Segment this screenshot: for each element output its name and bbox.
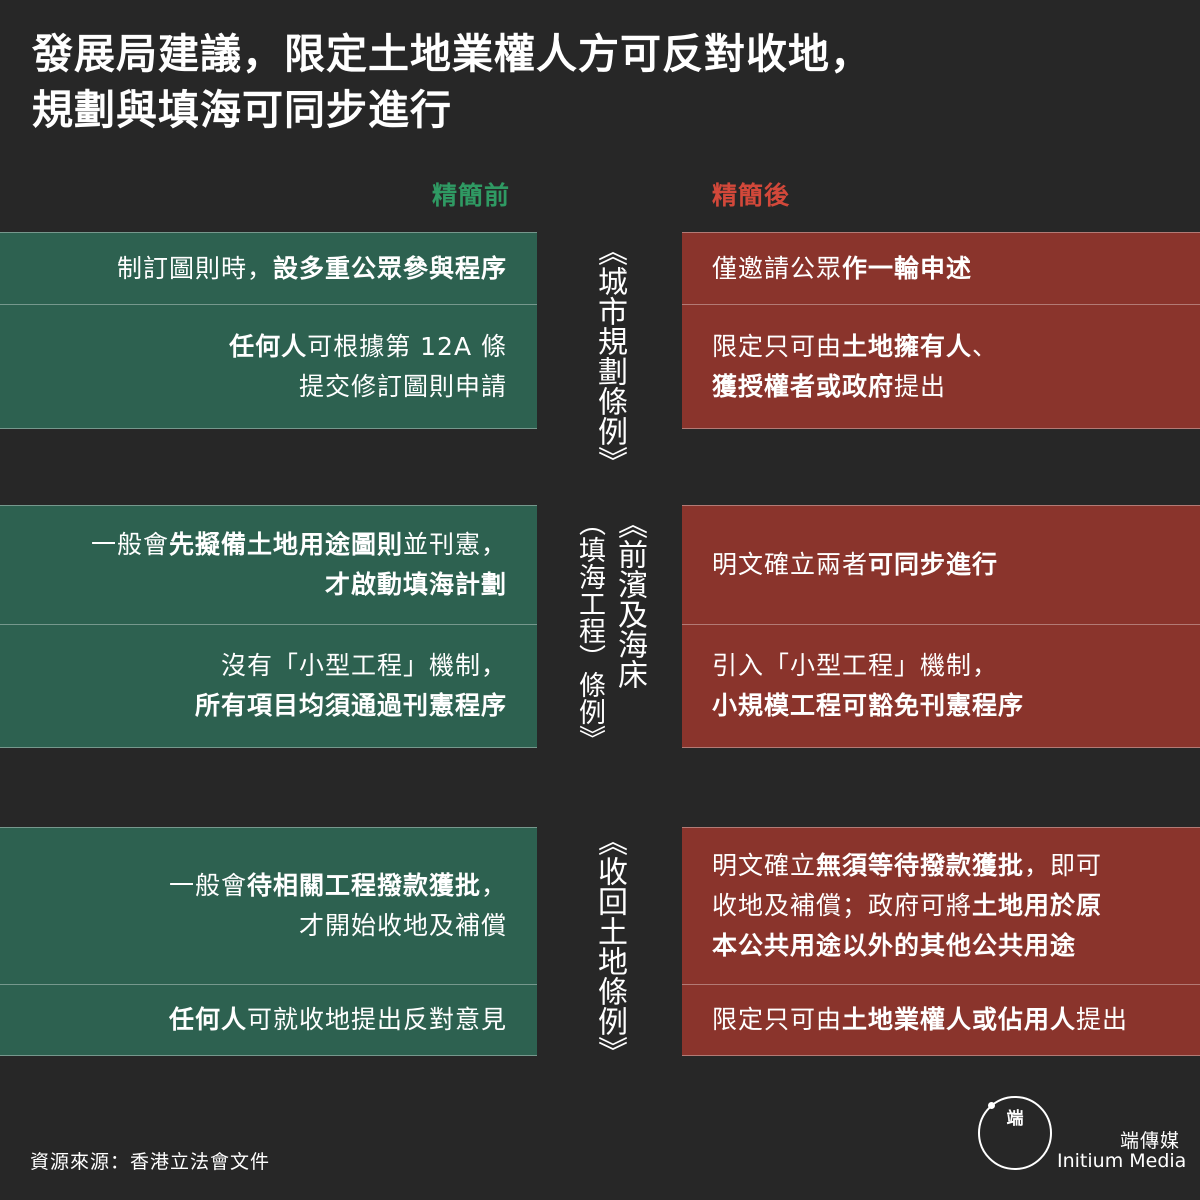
cell-line: 沒有「小型工程」機制，	[0, 646, 507, 686]
ordinance-label: 《前濱及海床	[612, 509, 647, 689]
body-text: 明文確立兩者	[712, 550, 869, 579]
emphasis-text: 任何人	[168, 1005, 247, 1034]
body-text: 可就收地提出反對意見	[246, 1005, 507, 1034]
body-text: 可根據第 12A 條	[307, 331, 507, 361]
emphasis-text: 任何人	[229, 331, 308, 361]
body-text: 提出	[894, 371, 947, 401]
cell-line: 所有項目均須通過刊憲程序	[0, 686, 507, 726]
body-text: 沒有「小型工程」機制，	[220, 651, 507, 680]
body-text: 制訂圖則時，	[116, 253, 273, 283]
body-text: 一般會	[168, 871, 247, 900]
cell-after: 引入「小型工程」機制， 小規模工程可豁免刊憲程序	[682, 625, 1200, 748]
body-text: 一般會	[90, 530, 169, 559]
ordinance-label: 《收回土地條例》	[592, 826, 627, 1066]
emphasis-text: 待相關工程撥款獲批	[246, 871, 481, 900]
emphasis-text: 土地用於原	[972, 891, 1103, 920]
cell-before: 一般會待相關工程撥款獲批， 才開始收地及補償	[0, 827, 537, 985]
cell-after: 明文確立無須等待撥款獲批，即可 收地及補償；政府可將土地用於原 本公共用途以外的其他…	[682, 827, 1200, 985]
body-text: ，即可	[1024, 851, 1103, 880]
cell-line: 一般會先擬備土地用途圖則並刊憲，	[0, 525, 507, 565]
cell-after: 僅邀請公眾作一輪申述	[682, 232, 1200, 305]
cell-line: 任何人可就收地提出反對意見	[0, 1000, 507, 1040]
emphasis-text: 土地擁有人	[842, 331, 973, 361]
ordinance-label-continued: （填海工程）條例》	[574, 509, 605, 752]
logo-glyph-icon: 端	[1006, 1109, 1024, 1129]
body-text: 收地及補償；政府可將	[712, 891, 973, 920]
page-title: 發展局建議，限定土地業權人方可反對收地， 規劃與填海可同步進行	[32, 26, 1152, 138]
body-text: 僅邀請公眾	[712, 253, 843, 283]
body-text: 並刊憲，	[402, 530, 507, 559]
cell-after: 限定只可由土地擁有人、 獲授權者或政府提出	[682, 305, 1200, 429]
cell-line: 任何人可根據第 12A 條	[0, 327, 507, 367]
cell-line: 明文確立無須等待撥款獲批，即可	[712, 846, 1200, 886]
header-after: 精簡後	[712, 181, 791, 210]
cell-line: 制訂圖則時，設多重公眾參與程序	[0, 249, 507, 289]
cell-line: 一般會待相關工程撥款獲批，	[0, 866, 507, 906]
cell-line: 限定只可由土地擁有人、	[712, 327, 1200, 367]
source-note: 資源來源：香港立法會文件	[30, 1151, 271, 1173]
cell-before: 制訂圖則時，設多重公眾參與程序	[0, 232, 537, 305]
logo-dot-icon	[988, 1102, 995, 1109]
cell-after: 限定只可由土地業權人或佔用人提出	[682, 985, 1200, 1056]
body-text: 限定只可由	[712, 331, 843, 361]
emphasis-text: 作一輪申述	[842, 253, 973, 283]
cell-line: 本公共用途以外的其他公共用途	[712, 926, 1200, 966]
cell-before: 任何人可就收地提出反對意見	[0, 985, 537, 1056]
cell-line: 明文確立兩者可同步進行	[712, 545, 1200, 585]
emphasis-text: 土地業權人或佔用人	[842, 1005, 1077, 1034]
body-text: 提出	[1076, 1005, 1129, 1034]
cell-line: 小規模工程可豁免刊憲程序	[712, 686, 1200, 726]
body-text: 才開始收地及補償	[298, 911, 507, 940]
body-text: 提交修訂圖則申請	[298, 371, 507, 401]
brand-name-english: Initium Media	[1057, 1150, 1187, 1172]
emphasis-text: 才啟動填海計劃	[324, 570, 507, 599]
cell-before: 沒有「小型工程」機制， 所有項目均須通過刊憲程序	[0, 625, 537, 748]
emphasis-text: 設多重公眾參與程序	[272, 253, 507, 283]
emphasis-text: 無須等待撥款獲批	[816, 851, 1025, 880]
brand-name-chinese: 端傳媒	[1120, 1130, 1181, 1152]
cell-line: 收地及補償；政府可將土地用於原	[712, 886, 1200, 926]
emphasis-text: 可同步進行	[868, 550, 999, 579]
cell-line: 限定只可由土地業權人或佔用人提出	[712, 1000, 1200, 1040]
title-line-2: 規劃與填海可同步進行	[32, 86, 452, 134]
body-text: 、	[972, 331, 999, 361]
header-before: 精簡前	[431, 181, 510, 210]
cell-line: 引入「小型工程」機制，	[712, 646, 1200, 686]
ordinance-label: 《城市規劃條例》	[592, 236, 627, 476]
title-line-1: 發展局建議，限定土地業權人方可反對收地，	[32, 30, 872, 78]
cell-line: 才啟動填海計劃	[0, 565, 507, 605]
body-text: 引入「小型工程」機制，	[712, 651, 999, 680]
cell-before: 任何人可根據第 12A 條提交修訂圖則申請	[0, 305, 537, 429]
cell-line: 才開始收地及補償	[0, 906, 507, 946]
body-text: 限定只可由	[712, 1005, 843, 1034]
body-text: 明文確立	[712, 851, 817, 880]
emphasis-text: 獲授權者或政府	[712, 371, 895, 401]
brand-logo: 端	[978, 1096, 1052, 1170]
emphasis-text: 小規模工程可豁免刊憲程序	[712, 691, 1025, 720]
cell-line: 提交修訂圖則申請	[0, 367, 507, 407]
cell-after: 明文確立兩者可同步進行	[682, 505, 1200, 625]
cell-before: 一般會先擬備土地用途圖則並刊憲， 才啟動填海計劃	[0, 505, 537, 625]
emphasis-text: 先擬備土地用途圖則	[168, 530, 403, 559]
body-text: ，	[480, 871, 507, 900]
emphasis-text: 本公共用途以外的其他公共用途	[712, 931, 1077, 960]
cell-line: 獲授權者或政府提出	[712, 367, 1200, 407]
emphasis-text: 所有項目均須通過刊憲程序	[194, 691, 507, 720]
cell-line: 僅邀請公眾作一輪申述	[712, 249, 1200, 289]
